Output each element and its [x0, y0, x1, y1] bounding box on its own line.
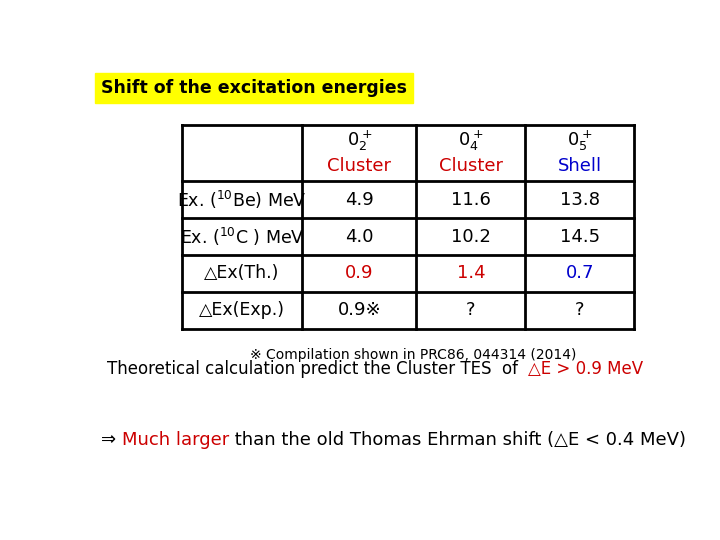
- Text: Cluster: Cluster: [438, 157, 503, 174]
- Text: Cluster: Cluster: [327, 157, 391, 174]
- Text: Ex. ($^{10}$Be) MeV: Ex. ($^{10}$Be) MeV: [177, 188, 307, 211]
- Text: 13.8: 13.8: [559, 191, 600, 208]
- Text: △E > 0.9 MeV: △E > 0.9 MeV: [528, 360, 644, 378]
- Text: ⇒: ⇒: [101, 431, 122, 449]
- Text: 4.0: 4.0: [345, 227, 374, 246]
- Text: 10.2: 10.2: [451, 227, 491, 246]
- Text: △Ex(Th.): △Ex(Th.): [204, 265, 280, 282]
- Text: Theoretical calculation predict the Cluster TES  of: Theoretical calculation predict the Clus…: [107, 360, 528, 378]
- Text: 0.9: 0.9: [345, 265, 374, 282]
- Text: Much larger: Much larger: [122, 431, 229, 449]
- Text: 11.6: 11.6: [451, 191, 491, 208]
- Text: $0_4^+$: $0_4^+$: [458, 129, 484, 153]
- Text: 0.7: 0.7: [565, 265, 594, 282]
- Text: ?: ?: [575, 301, 585, 319]
- Text: Shell: Shell: [557, 157, 602, 174]
- Text: △Ex(Exp.): △Ex(Exp.): [199, 301, 285, 319]
- Text: 0.9※: 0.9※: [338, 301, 381, 319]
- Text: 14.5: 14.5: [559, 227, 600, 246]
- Text: than the old Thomas Ehrman shift (△E < 0.4 MeV): than the old Thomas Ehrman shift (△E < 0…: [229, 431, 686, 449]
- Text: 1.4: 1.4: [456, 265, 485, 282]
- Text: Shift of the excitation energies: Shift of the excitation energies: [101, 79, 408, 97]
- Text: ?: ?: [466, 301, 476, 319]
- Text: $0_2^+$: $0_2^+$: [346, 129, 372, 153]
- Text: ※ Compilation shown in PRC86, 044314 (2014): ※ Compilation shown in PRC86, 044314 (20…: [251, 348, 577, 362]
- Text: 4.9: 4.9: [345, 191, 374, 208]
- Text: Ex. ($^{10}$C ) MeV: Ex. ($^{10}$C ) MeV: [180, 226, 305, 248]
- Text: $0_5^+$: $0_5^+$: [567, 129, 593, 153]
